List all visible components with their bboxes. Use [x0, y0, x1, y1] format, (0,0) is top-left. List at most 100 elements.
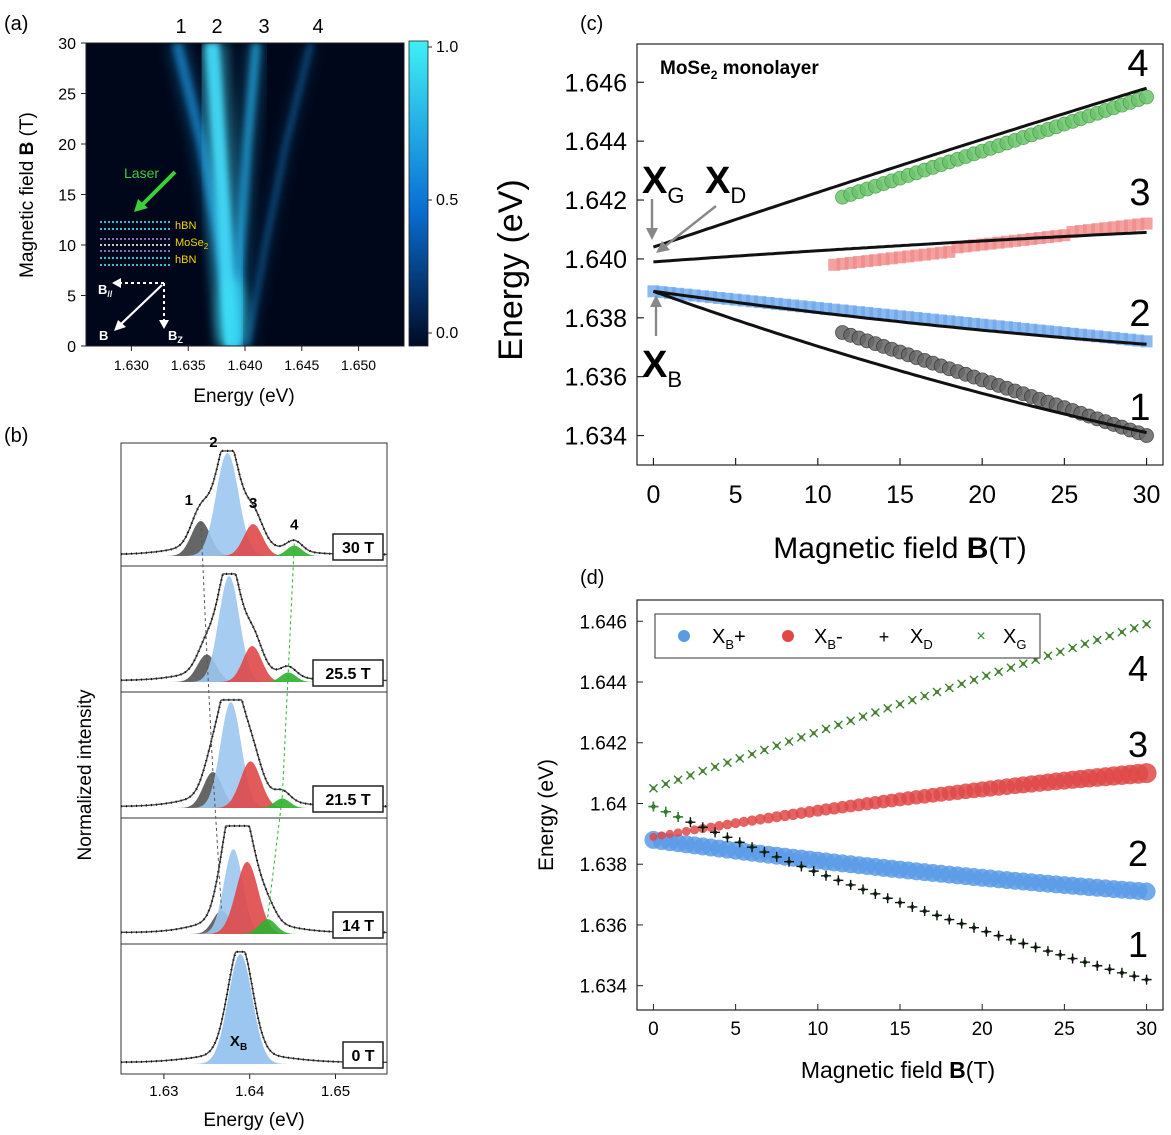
d-point-xd [1116, 967, 1127, 978]
heatmap-branches [166, 43, 318, 346]
d-point-xg [747, 749, 757, 759]
spectrum-data-points [121, 449, 387, 556]
legend-marker-xd: + [879, 627, 890, 647]
laser-label: Laser [124, 165, 159, 181]
d-ytick-label: 1.634 [579, 977, 627, 998]
d-point-xb-minus [649, 832, 658, 841]
d-point-xg [920, 691, 930, 701]
c-ytick-label: 1.642 [564, 187, 627, 215]
a-ytick-label: 20 [58, 137, 76, 154]
d-point-xd [1104, 964, 1115, 975]
d-point-xg [661, 779, 671, 789]
d-point-xg [1068, 643, 1078, 653]
d-xtick-label: 0 [648, 1019, 659, 1040]
d-point-xb-minus [738, 816, 749, 827]
panel-c-xlabel: Magnetic field B(T) [773, 532, 1026, 565]
c-fit-4 [652, 86, 1148, 249]
legend-marker-xb-minus [782, 630, 794, 642]
legend: XB+ XB- + XD × XG [654, 613, 1041, 659]
peak-fill-3 [196, 861, 296, 934]
d-point-xd [907, 901, 918, 912]
b-xtick-label: 1.65 [321, 1083, 350, 1100]
xb-symbol: X [230, 1033, 240, 1050]
panel-d-axes: 0 5 10 15 20 25 30 1.634 1.636 1.638 1.64 1.642 1.64… [579, 612, 1157, 1040]
a-ytick-label: 5 [67, 289, 76, 306]
layer-label-hbn-top: hBN [175, 220, 196, 232]
a-xtick-label: 1.645 [284, 357, 319, 373]
d-point-xd [931, 910, 942, 921]
d-point-xg [981, 671, 991, 681]
c-branch-label-4: 4 [1127, 43, 1148, 85]
c-ytick-label: 1.636 [564, 364, 627, 392]
d-point-xg [932, 687, 942, 697]
annotation-arrows [646, 199, 717, 336]
d-point-xd [710, 827, 721, 838]
d-point-xg [1080, 639, 1090, 649]
d-point-xd [993, 930, 1004, 941]
d-point-xg [846, 716, 856, 726]
panel-b-xlabel: Energy (eV) [203, 1110, 304, 1131]
d-point-xd [968, 922, 979, 933]
d-point-xg [673, 775, 683, 785]
d-point-xg [858, 712, 868, 722]
d-point-xg [957, 679, 967, 689]
panel-c: (c) 0 5 10 15 20 25 30 1.634 1.636 1.638 1.640 1.64… [492, 13, 1164, 565]
c-ytick-label: 1.634 [564, 423, 627, 451]
xb-peak-label: XB [230, 1033, 247, 1053]
d-ytick-label: 1.638 [579, 855, 627, 876]
d-point-xd [1079, 957, 1090, 968]
colorbar-ticks: 1.0 0.5 0.0 [428, 39, 458, 342]
legend-xd: XD [910, 626, 933, 652]
d-ytick-label: 1.636 [579, 916, 627, 937]
field-label: 25.5 T [325, 666, 371, 683]
panel-b-axes: 1.63 1.64 1.65 [149, 1074, 350, 1100]
d-point-xg [1055, 647, 1065, 657]
b-arrow-icon [119, 284, 163, 326]
b-parallel-label: B// [98, 282, 113, 299]
d-point-xd-start [648, 801, 659, 812]
d-point-xg [969, 675, 979, 685]
field-label-box [342, 1041, 384, 1069]
peak-label-4: 4 [290, 517, 299, 534]
a-xtick-label: 1.640 [227, 357, 262, 373]
colorbar-tick-label: 0.0 [436, 325, 458, 342]
d-xtick-label: 15 [889, 1019, 910, 1040]
d-point-xb-minus [673, 828, 683, 837]
field-label-box [332, 911, 384, 939]
panel-a-xlabel: Energy (eV) [193, 386, 294, 407]
a-top-label-3: 3 [258, 16, 269, 38]
d-point-xd [1030, 942, 1041, 953]
d-point-xd [747, 842, 758, 853]
d-ytick-label: 1.644 [579, 673, 627, 694]
d-point-xg [772, 741, 782, 751]
b-xtick-label: 1.64 [235, 1083, 264, 1100]
d-point-xd [1092, 960, 1103, 971]
d-point-xd [919, 906, 930, 917]
field-label: 21.5 T [325, 792, 371, 809]
colorbar [408, 40, 429, 347]
d-point-xd [895, 897, 905, 908]
panel-b-label: (b) [4, 425, 28, 447]
peak-fill-3 [209, 646, 295, 682]
layer-label-mose2: MoSe2 [175, 237, 209, 251]
d-point-xg [796, 732, 806, 742]
d-point-xd [858, 884, 869, 895]
peak-fill-XB [186, 954, 293, 1064]
a-top-label-2: 2 [211, 16, 222, 38]
d-point-xd [1055, 949, 1066, 960]
peak-fill-3 [210, 524, 296, 556]
peak-fill-1 [164, 654, 250, 682]
peak-label-3: 3 [249, 495, 257, 512]
d-point-xg [994, 667, 1004, 677]
c-xtick-label: 25 [1050, 481, 1078, 509]
panel-a-label: (a) [4, 13, 28, 35]
d-point-xg [759, 745, 769, 755]
d-point-xd [870, 888, 881, 899]
peak-fill-2 [177, 453, 277, 556]
d-point-xd [1129, 971, 1140, 982]
legend-marker-xg: × [976, 628, 985, 645]
d-point-xd [784, 856, 795, 867]
layer-label-hbn-bottom: hBN [175, 254, 196, 266]
d-point-xb-minus [681, 826, 691, 836]
